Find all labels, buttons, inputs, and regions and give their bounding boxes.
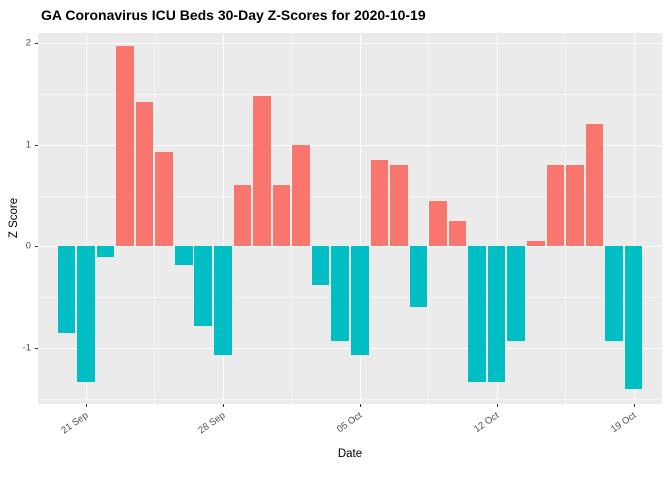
bar bbox=[448, 221, 467, 247]
y-tick-mark bbox=[35, 144, 38, 146]
x-tick-mark bbox=[359, 404, 361, 407]
bar bbox=[331, 246, 349, 341]
major-gridline-y bbox=[38, 144, 662, 146]
chart-title: GA Coronavirus ICU Beds 30-Day Z-Scores … bbox=[41, 7, 426, 23]
minor-gridline-x bbox=[565, 33, 567, 404]
x-tick-label: 28 Sep bbox=[196, 410, 228, 437]
bar bbox=[292, 144, 310, 247]
bar bbox=[194, 246, 213, 326]
y-tick-label: 1 bbox=[25, 139, 31, 151]
bar bbox=[468, 246, 486, 382]
bar bbox=[77, 246, 95, 382]
major-gridline-x bbox=[222, 33, 224, 404]
major-gridline-y bbox=[38, 43, 662, 45]
y-tick-label: -1 bbox=[22, 342, 31, 354]
bar bbox=[233, 185, 252, 247]
major-gridline-x bbox=[359, 33, 361, 404]
plot-panel bbox=[38, 33, 662, 404]
bar bbox=[566, 165, 584, 247]
bar bbox=[527, 241, 545, 247]
y-tick-label: 2 bbox=[25, 37, 31, 49]
minor-gridline-y bbox=[38, 93, 662, 95]
bar bbox=[546, 165, 565, 247]
bar bbox=[409, 246, 428, 308]
minor-gridline-y bbox=[38, 297, 662, 299]
bar bbox=[174, 246, 193, 265]
bar bbox=[487, 246, 506, 382]
bar bbox=[585, 124, 604, 247]
x-tick-mark bbox=[85, 404, 87, 407]
minor-gridline-y bbox=[38, 195, 662, 197]
bar bbox=[214, 246, 232, 356]
y-axis-title: Z Score bbox=[8, 197, 20, 239]
x-tick-label: 12 Oct bbox=[471, 410, 502, 436]
bar bbox=[253, 96, 271, 247]
bar bbox=[311, 246, 330, 286]
bar bbox=[350, 246, 369, 356]
x-tick-label: 21 Sep bbox=[59, 410, 91, 437]
x-tick-mark bbox=[222, 404, 224, 407]
bar bbox=[370, 160, 389, 247]
y-tick-mark bbox=[35, 348, 38, 350]
minor-gridline-x bbox=[428, 33, 430, 404]
minor-gridline-y bbox=[38, 398, 662, 400]
major-gridline-y bbox=[38, 246, 662, 248]
y-tick-mark bbox=[35, 43, 38, 45]
x-tick-mark bbox=[496, 404, 498, 407]
bar bbox=[116, 46, 134, 247]
bar bbox=[155, 151, 173, 247]
bar bbox=[135, 102, 154, 247]
major-gridline-x bbox=[633, 33, 635, 404]
bar bbox=[507, 246, 526, 341]
y-tick-mark bbox=[35, 246, 38, 248]
major-gridline-x bbox=[496, 33, 498, 404]
minor-gridline-x bbox=[291, 33, 293, 404]
bar bbox=[429, 200, 447, 247]
major-gridline-y bbox=[38, 348, 662, 350]
x-tick-mark bbox=[633, 404, 635, 407]
bar bbox=[605, 246, 623, 341]
bar bbox=[57, 246, 76, 333]
bar bbox=[272, 185, 291, 247]
y-tick-label: 0 bbox=[25, 240, 31, 252]
bar bbox=[624, 246, 643, 389]
bar bbox=[96, 246, 115, 257]
major-gridline-x bbox=[85, 33, 87, 404]
x-axis-title: Date bbox=[337, 448, 363, 460]
minor-gridline-x bbox=[154, 33, 156, 404]
x-tick-label: 19 Oct bbox=[608, 410, 638, 436]
x-tick-label: 05 Oct bbox=[334, 410, 365, 436]
bar bbox=[390, 165, 408, 247]
